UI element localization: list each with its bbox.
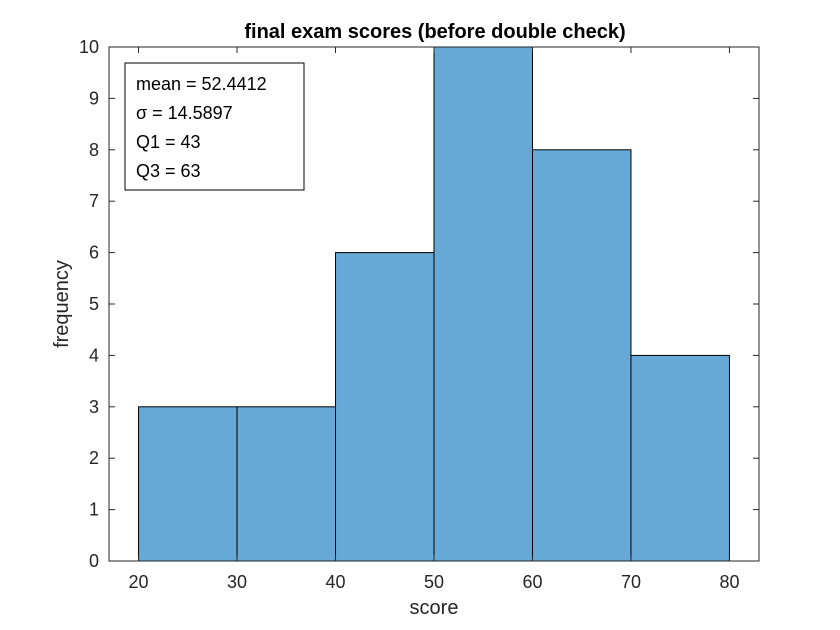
histogram-bar <box>236 406 337 562</box>
x-tick-label: 60 <box>522 572 542 592</box>
y-tick-label: 1 <box>89 500 99 520</box>
stats-annotation-box: mean = 52.4412 σ = 14.5897 Q1 = 43 Q3 = … <box>124 62 305 191</box>
y-tick-label: 8 <box>89 140 99 160</box>
histogram-bar <box>335 252 435 562</box>
x-tick-label: 40 <box>325 572 345 592</box>
stat-q3: Q3 = 63 <box>136 161 201 181</box>
y-axis-label: frequency <box>51 260 73 348</box>
histogram-bar <box>138 406 238 562</box>
histogram-bar <box>531 149 632 562</box>
x-axis-ticks: 20 30 40 50 60 70 80 <box>129 47 739 592</box>
y-tick-label: 0 <box>89 551 99 571</box>
stat-q1: Q1 = 43 <box>136 132 201 152</box>
histogram-bar <box>433 46 533 562</box>
stat-sigma: σ = 14.5897 <box>136 103 233 123</box>
stats-box-frame <box>124 62 305 191</box>
x-tick-label: 50 <box>424 572 444 592</box>
histogram-bar <box>630 354 730 562</box>
y-tick-label: 2 <box>89 448 99 468</box>
y-tick-label: 4 <box>89 345 99 365</box>
y-tick-label: 7 <box>89 191 99 211</box>
y-axis-ticks: 0 1 2 3 4 5 6 7 8 9 10 <box>79 37 759 571</box>
y-tick-label: 3 <box>89 397 99 417</box>
y-tick-label: 6 <box>89 243 99 263</box>
y-tick-label: 9 <box>89 88 99 108</box>
chart-title: final exam scores (before double check) <box>244 21 625 43</box>
bars-group <box>138 46 730 562</box>
x-tick-label: 20 <box>129 572 149 592</box>
x-axis-label: score <box>410 597 459 619</box>
y-tick-label: 10 <box>79 37 99 57</box>
x-tick-label: 70 <box>621 572 641 592</box>
stat-mean: mean = 52.4412 <box>136 74 267 94</box>
x-tick-label: 30 <box>227 572 247 592</box>
y-tick-label: 5 <box>89 294 99 314</box>
x-tick-label: 80 <box>719 572 739 592</box>
